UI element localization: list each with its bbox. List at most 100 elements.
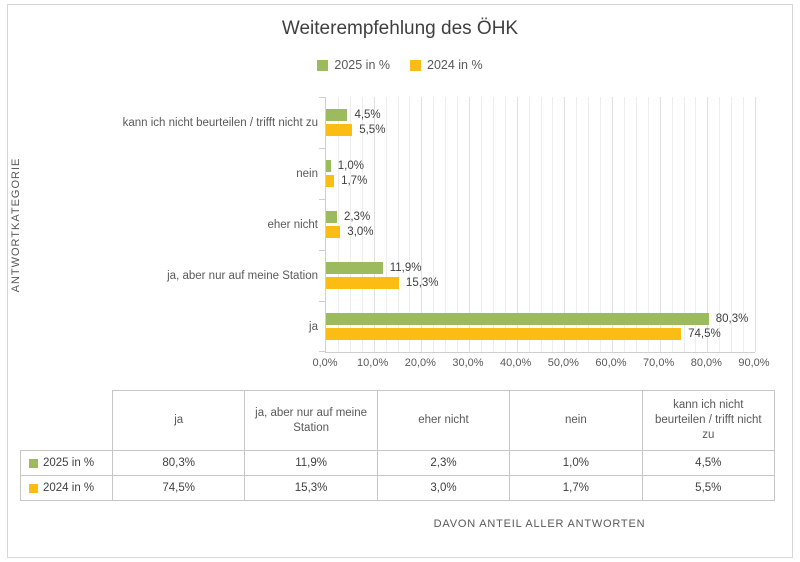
chart-legend: 2025 in % 2024 in % bbox=[0, 58, 800, 72]
gridline bbox=[397, 97, 399, 352]
x-tick-label: 90,0% bbox=[738, 357, 770, 369]
x-tick-label: 50,0% bbox=[547, 357, 579, 369]
bar-value-label: 11,9% bbox=[389, 262, 422, 274]
gridline bbox=[528, 97, 530, 352]
page-border bbox=[7, 4, 793, 558]
gridline bbox=[671, 97, 673, 352]
category-label: nein bbox=[296, 167, 318, 180]
gridline bbox=[707, 97, 709, 352]
table-header-cell: eher nicht bbox=[377, 390, 511, 451]
gridline bbox=[576, 97, 578, 352]
gridline bbox=[695, 97, 697, 352]
gridline bbox=[457, 97, 459, 352]
gridline bbox=[623, 97, 625, 352]
gridline bbox=[337, 97, 339, 352]
table-header-cell: ja bbox=[113, 390, 246, 451]
data-table: ja ja, aber nur auf meine Station eher nic… bbox=[20, 390, 775, 501]
x-tick-label: 40,0% bbox=[500, 357, 532, 369]
table-key-swatch-icon bbox=[29, 458, 38, 468]
plot-area: 4,5% 5,5% 1,0% 1,7% 2,3% 3,0% 11,9% 15,3% 80,3% 7… bbox=[319, 97, 756, 353]
bar-value-label: 2,3% bbox=[343, 211, 371, 223]
gridline bbox=[421, 97, 423, 352]
category-tick-icon bbox=[319, 148, 326, 149]
category-label: ja, aber nur auf meine Station bbox=[167, 269, 318, 282]
table-value-cell: 80,3% bbox=[113, 451, 246, 476]
gridline bbox=[373, 97, 375, 352]
table-value-cell: 5,5% bbox=[642, 476, 775, 501]
legend-label-2024: 2024 in % bbox=[427, 58, 483, 72]
gridline bbox=[433, 97, 435, 352]
bar-2024-4 bbox=[326, 328, 682, 340]
x-tick-label: 30,0% bbox=[452, 357, 484, 369]
gridline bbox=[349, 97, 351, 352]
table-value-cell: 15,3% bbox=[245, 476, 378, 501]
x-tick-label: 70,0% bbox=[643, 357, 675, 369]
table-value-cell: 3,0% bbox=[377, 476, 511, 501]
table-key-swatch-icon bbox=[29, 483, 38, 493]
category-tick-icon bbox=[319, 97, 326, 98]
legend-item-2025: 2025 in % bbox=[317, 58, 390, 72]
table-value-cell: 11,9% bbox=[245, 451, 378, 476]
gridline bbox=[480, 97, 482, 352]
legend-item-2024: 2024 in % bbox=[410, 58, 483, 72]
gridline bbox=[588, 97, 590, 352]
bar-2024-0 bbox=[326, 124, 353, 136]
table-value-cell: 1,0% bbox=[510, 451, 643, 476]
table-value-cell: 74,5% bbox=[113, 476, 246, 501]
gridline bbox=[516, 97, 518, 352]
gridline bbox=[540, 97, 542, 352]
gridline bbox=[719, 97, 721, 352]
category-label: ja bbox=[309, 320, 318, 333]
bar-value-label: 74,5% bbox=[688, 328, 721, 340]
table-row-key-label: 2024 in % bbox=[43, 481, 95, 494]
gridline bbox=[743, 97, 745, 352]
category-tick-icon bbox=[319, 351, 326, 352]
gridline bbox=[564, 97, 566, 352]
gridline bbox=[409, 97, 411, 352]
table-value-cell: 2,3% bbox=[377, 451, 511, 476]
x-axis-title: DAVON ANTEIL ALLER ANTWORTEN bbox=[433, 518, 646, 530]
gridline bbox=[361, 97, 363, 352]
gridline bbox=[755, 97, 756, 352]
category-label: kann ich nicht beurteilen / trifft nicht… bbox=[122, 116, 318, 129]
bar-value-label: 80,3% bbox=[715, 313, 749, 325]
bar-2024-3 bbox=[326, 277, 399, 289]
category-label: eher nicht bbox=[267, 218, 318, 231]
x-tick-label: 10,0% bbox=[357, 357, 389, 369]
gridline bbox=[731, 97, 733, 352]
bar-2025-3 bbox=[326, 262, 383, 274]
gridline bbox=[612, 97, 613, 352]
chart-title: Weiterempfehlung des ÖHK bbox=[281, 18, 519, 39]
table-value-cell: 1,7% bbox=[510, 476, 643, 501]
gridline bbox=[635, 97, 637, 352]
table-row-key-label: 2025 in % bbox=[43, 456, 95, 469]
x-tick-label: 80,0% bbox=[690, 357, 722, 369]
gridline bbox=[445, 97, 447, 352]
gridline bbox=[600, 97, 602, 352]
x-tick-label: 20,0% bbox=[404, 357, 436, 369]
legend-swatch-2024-icon bbox=[410, 59, 421, 71]
bar-2025-2 bbox=[326, 211, 337, 223]
gridline bbox=[683, 97, 685, 352]
gridline bbox=[552, 97, 554, 352]
category-tick-icon bbox=[319, 250, 326, 251]
bar-value-label: 1,0% bbox=[337, 160, 364, 172]
legend-swatch-2025-icon bbox=[317, 59, 329, 71]
bar-value-label: 5,5% bbox=[359, 124, 386, 136]
bar-value-label: 4,5% bbox=[354, 109, 381, 121]
gridline bbox=[469, 97, 470, 352]
gridline bbox=[504, 97, 506, 352]
category-tick-icon bbox=[319, 301, 326, 302]
x-tick-label: 60,0% bbox=[595, 357, 627, 369]
category-axis-labels: kann ich nicht beurteilen / trifft nicht… bbox=[46, 97, 318, 352]
bar-2025-0 bbox=[326, 109, 348, 121]
table-header-cell: ja, aber nur auf meine Station bbox=[245, 390, 378, 451]
bar-2024-2 bbox=[326, 226, 341, 238]
bar-value-label: 15,3% bbox=[405, 277, 439, 289]
bar-value-label: 3,0% bbox=[347, 226, 374, 238]
table-header-cell: kann ich nicht beurteilen / trifft nicht… bbox=[642, 390, 775, 451]
bar-2025-1 bbox=[326, 160, 331, 172]
table-row-key: 2025 in % bbox=[20, 451, 113, 476]
table-value-cell: 4,5% bbox=[642, 451, 775, 476]
